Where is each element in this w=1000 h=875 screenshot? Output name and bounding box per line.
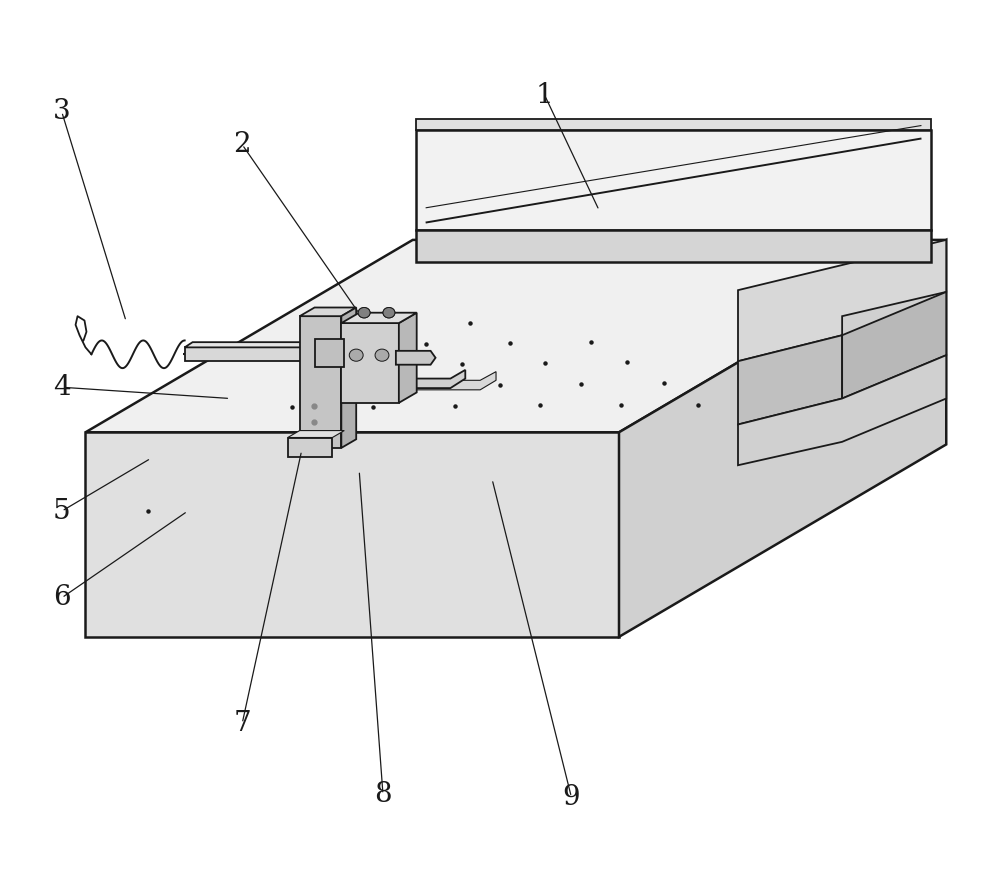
Text: 3: 3 (53, 98, 70, 125)
Polygon shape (300, 316, 341, 448)
Polygon shape (416, 119, 931, 130)
Text: 6: 6 (53, 584, 70, 612)
Circle shape (383, 307, 395, 318)
Circle shape (383, 307, 395, 318)
Text: 7: 7 (233, 710, 251, 737)
Polygon shape (185, 342, 349, 347)
Polygon shape (738, 240, 946, 361)
Polygon shape (738, 355, 946, 466)
Text: 4: 4 (53, 374, 70, 401)
Polygon shape (315, 339, 344, 368)
Circle shape (358, 307, 370, 318)
Text: 9: 9 (563, 784, 580, 810)
Text: 5: 5 (53, 498, 70, 525)
Polygon shape (738, 335, 842, 424)
Text: 1: 1 (536, 81, 554, 108)
Polygon shape (341, 323, 399, 402)
Polygon shape (288, 438, 332, 457)
Polygon shape (85, 240, 946, 432)
Polygon shape (85, 432, 619, 637)
Circle shape (375, 349, 389, 361)
Polygon shape (185, 347, 341, 361)
Polygon shape (842, 292, 946, 398)
Circle shape (358, 307, 370, 318)
Polygon shape (399, 312, 417, 402)
Polygon shape (341, 307, 356, 448)
Polygon shape (391, 372, 496, 390)
Text: 2: 2 (233, 131, 251, 158)
Polygon shape (391, 370, 465, 388)
Polygon shape (619, 240, 946, 637)
Polygon shape (300, 307, 356, 316)
Polygon shape (416, 130, 931, 229)
Polygon shape (288, 430, 344, 438)
Polygon shape (396, 351, 436, 365)
Circle shape (349, 349, 363, 361)
Polygon shape (416, 229, 931, 262)
Text: 8: 8 (374, 781, 392, 808)
Polygon shape (341, 312, 417, 323)
